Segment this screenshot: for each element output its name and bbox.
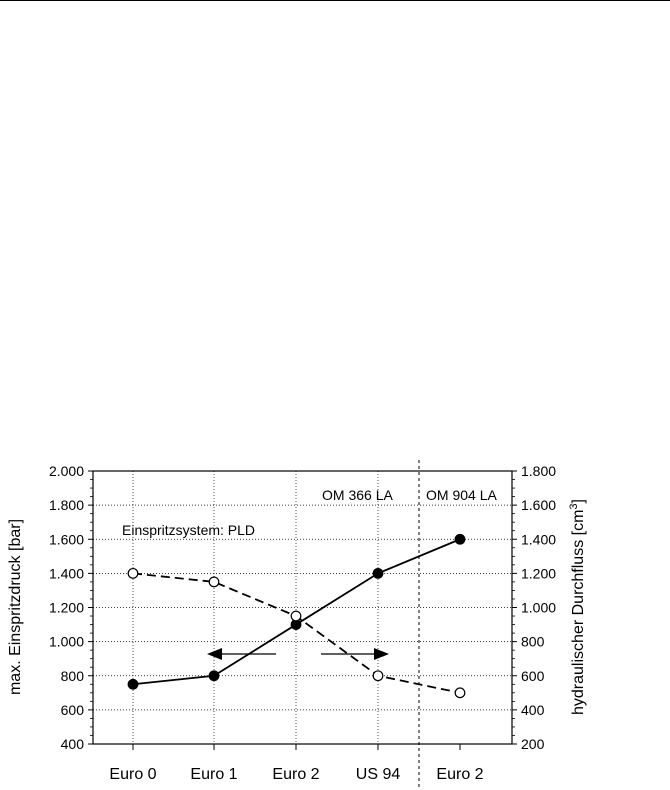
right-axis-title-sup: 3 xyxy=(568,503,580,509)
left-tick-label-5: 1.400 xyxy=(49,565,84,581)
x-tick-label-2: Euro 2 xyxy=(272,766,319,783)
x-tick-label-0: Euro 0 xyxy=(109,766,156,783)
axis-arrows xyxy=(207,648,389,660)
left-tick-label-1: 600 xyxy=(61,702,85,718)
series xyxy=(127,533,466,699)
right-tick-label-5: 1.200 xyxy=(521,565,556,581)
tick-labels: 400 600 800 1.000 1.200 1.400 1.600 1.800 2.000 2… xyxy=(49,463,556,783)
ticks xyxy=(88,470,517,750)
right-axis-title-main: hydraulischer Durchfluss [cm xyxy=(570,510,587,715)
x-tick-label-3: US 94 xyxy=(356,766,401,783)
grid xyxy=(93,471,512,744)
right-tick-label-1: 400 xyxy=(521,702,545,718)
left-tick-label-8: 2.000 xyxy=(49,463,84,479)
left-tick-label-2: 800 xyxy=(61,668,85,684)
left-tick-label-7: 1.800 xyxy=(49,497,84,513)
right-axis-title: hydraulischer Durchfluss [cm3] xyxy=(568,499,587,715)
left-axis-title: max. Einspritzdruck [bar] xyxy=(7,519,24,695)
series-1-point-0 xyxy=(127,567,139,579)
series-0-point-4 xyxy=(454,533,466,545)
annotation-system: Einspritzsystem: PLD xyxy=(122,522,255,538)
left-tick-label-4: 1.200 xyxy=(49,600,84,616)
series-1-point-4 xyxy=(454,687,466,699)
right-tick-label-6: 1.400 xyxy=(521,531,556,547)
x-tick-label-1: Euro 1 xyxy=(190,766,237,783)
series-0-point-1 xyxy=(208,670,220,682)
series-1-point-3 xyxy=(372,670,384,682)
right-tick-label-0: 200 xyxy=(521,736,545,752)
left-tick-label-3: 1.000 xyxy=(49,634,84,650)
series-0-point-0 xyxy=(127,678,139,690)
series-1-line xyxy=(132,572,461,694)
left-tick-label-0: 400 xyxy=(61,736,85,752)
right-tick-label-8: 1.800 xyxy=(521,463,556,479)
right-tick-label-7: 1.600 xyxy=(521,497,556,513)
plot-frame xyxy=(92,470,513,745)
series-0-point-3 xyxy=(372,567,384,579)
left-tick-label-6: 1.600 xyxy=(49,531,84,547)
series-1-point-1 xyxy=(208,576,220,588)
right-tick-label-4: 1.000 xyxy=(521,600,556,616)
annotation-engine-b: OM 904 LA xyxy=(426,487,497,503)
right-axis-title-end: ] xyxy=(570,499,587,503)
left-arrow-head xyxy=(207,648,222,660)
right-arrow-head xyxy=(374,648,389,660)
series-1-point-2 xyxy=(290,610,302,622)
annotation-engine-a: OM 366 LA xyxy=(322,487,393,503)
right-tick-label-2: 600 xyxy=(521,668,545,684)
x-tick-label-4: Euro 2 xyxy=(436,766,483,783)
right-tick-label-3: 800 xyxy=(521,634,545,650)
top-rule xyxy=(0,0,670,1)
